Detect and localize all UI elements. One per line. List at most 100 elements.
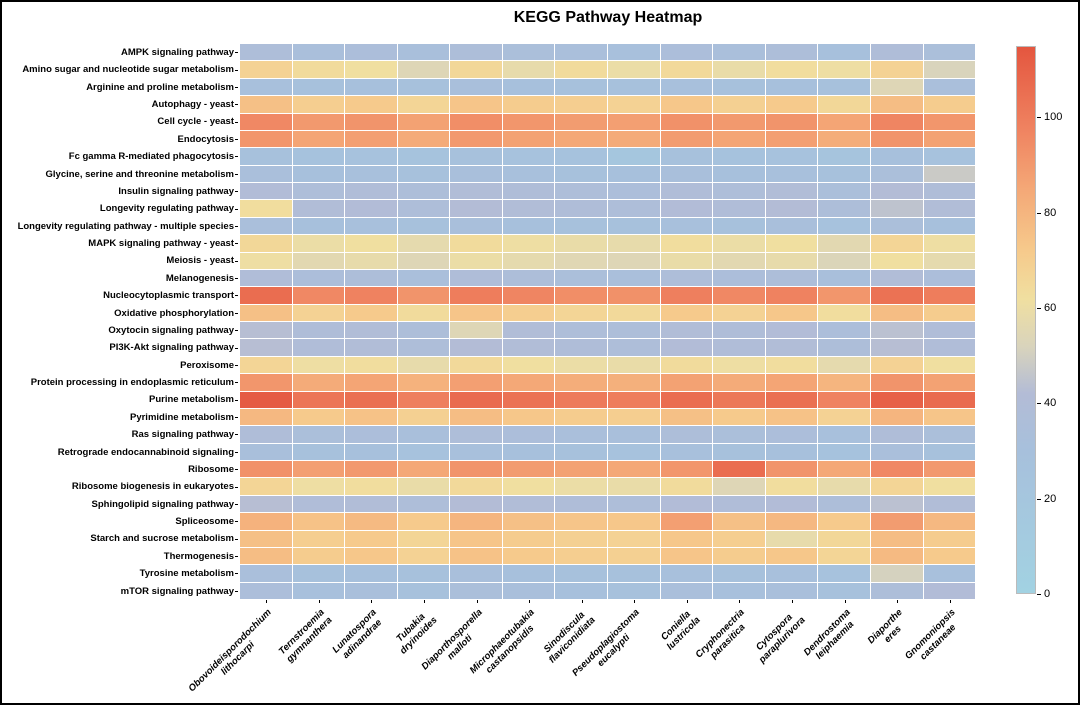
heatmap-cell bbox=[240, 530, 293, 548]
heatmap-cell bbox=[870, 391, 924, 409]
heatmap-row: Thermogenesis bbox=[4, 547, 977, 566]
row-cells bbox=[240, 200, 977, 218]
heatmap-cell bbox=[397, 426, 451, 444]
heatmap-cell bbox=[870, 235, 924, 253]
heatmap-cell bbox=[240, 96, 293, 114]
heatmap-cell bbox=[660, 217, 714, 236]
heatmap-cell bbox=[345, 322, 398, 340]
heatmap-row: Cell cycle - yeast bbox=[4, 113, 977, 131]
heatmap-cell bbox=[765, 513, 819, 531]
heatmap-cell bbox=[450, 61, 503, 79]
heatmap-cell bbox=[660, 61, 714, 79]
row-label: Arginine and proline metabolism bbox=[86, 81, 234, 93]
heatmap-cell bbox=[397, 165, 451, 183]
heatmap-cell bbox=[870, 148, 924, 166]
heatmap-cell bbox=[292, 61, 346, 79]
heatmap-cell bbox=[502, 391, 556, 409]
row-label: Oxytocin signaling pathway bbox=[108, 324, 234, 336]
heatmap-cell bbox=[450, 235, 503, 253]
heatmap-cell bbox=[555, 78, 609, 97]
heatmap-cell bbox=[713, 252, 766, 270]
heatmap-cell bbox=[608, 426, 661, 444]
heatmap-cell bbox=[765, 565, 819, 583]
heatmap-cell bbox=[240, 78, 293, 97]
heatmap-row: Amino sugar and nucleotide sugar metabol… bbox=[4, 61, 977, 79]
heatmap-cell bbox=[240, 443, 293, 461]
heatmap-cell bbox=[818, 269, 871, 288]
row-cells bbox=[240, 252, 977, 270]
heatmap-row: Longevity regulating pathway - multiple … bbox=[4, 217, 977, 236]
heatmap-cell bbox=[923, 356, 977, 375]
heatmap-cell bbox=[502, 287, 556, 305]
heatmap-cell bbox=[502, 113, 556, 131]
heatmap-cell bbox=[660, 426, 714, 444]
heatmap-cell bbox=[713, 530, 766, 548]
heatmap-cell bbox=[240, 391, 293, 409]
row-cells bbox=[240, 148, 977, 166]
heatmap-cell bbox=[818, 565, 871, 583]
heatmap-cell bbox=[923, 495, 977, 514]
row-cells bbox=[240, 391, 977, 409]
heatmap-cell bbox=[345, 391, 398, 409]
heatmap-cell bbox=[450, 547, 503, 566]
column-tick bbox=[739, 600, 741, 603]
heatmap-cell bbox=[818, 582, 871, 600]
heatmap-row: Tyrosine metabolism bbox=[4, 565, 977, 583]
heatmap-cell bbox=[870, 530, 924, 548]
heatmap-cell bbox=[292, 339, 346, 357]
heatmap-cell bbox=[240, 165, 293, 183]
heatmap-cell bbox=[818, 165, 871, 183]
heatmap-cell bbox=[818, 252, 871, 270]
heatmap-cell bbox=[502, 217, 556, 236]
row-label: Amino sugar and nucleotide sugar metabol… bbox=[22, 64, 234, 76]
heatmap-cell bbox=[450, 78, 503, 97]
heatmap-cell bbox=[397, 44, 451, 62]
heatmap-cell bbox=[240, 44, 293, 62]
heatmap-cell bbox=[660, 356, 714, 375]
row-label: Starch and sucrose metabolism bbox=[90, 533, 234, 545]
heatmap-cell bbox=[818, 356, 871, 375]
heatmap-cell bbox=[713, 78, 766, 97]
heatmap-cell bbox=[870, 339, 924, 357]
heatmap-cell bbox=[240, 513, 293, 531]
row-label: Glycine, serine and threonine metabolism bbox=[45, 168, 234, 180]
row-cells bbox=[240, 130, 977, 149]
heatmap-cell bbox=[660, 443, 714, 461]
heatmap-cell bbox=[397, 565, 451, 583]
heatmap-cell bbox=[818, 461, 871, 479]
heatmap-cell bbox=[923, 287, 977, 305]
heatmap-cell bbox=[240, 339, 293, 357]
heatmap-row: AMPK signaling pathway bbox=[4, 44, 977, 62]
heatmap-cell bbox=[660, 461, 714, 479]
heatmap-row: Sphingolipid signaling pathway bbox=[4, 495, 977, 514]
heatmap-cell bbox=[713, 183, 766, 201]
row-cells bbox=[240, 235, 977, 253]
row-cells bbox=[240, 443, 977, 461]
heatmap-cell bbox=[292, 443, 346, 461]
row-cells bbox=[240, 44, 977, 62]
heatmap-cell bbox=[345, 443, 398, 461]
heatmap-cell bbox=[292, 478, 346, 496]
heatmap-cell bbox=[292, 461, 346, 479]
heatmap-cell bbox=[240, 582, 293, 600]
row-cells bbox=[240, 495, 977, 514]
heatmap-cell bbox=[240, 252, 293, 270]
heatmap-cell bbox=[818, 78, 871, 97]
heatmap-cell bbox=[450, 530, 503, 548]
heatmap-cell bbox=[450, 130, 503, 149]
heatmap-cell bbox=[240, 322, 293, 340]
row-label: Cell cycle - yeast bbox=[157, 116, 234, 128]
row-label: Sphingolipid signaling pathway bbox=[91, 498, 235, 510]
heatmap-cell bbox=[818, 547, 871, 566]
heatmap-cell bbox=[397, 495, 451, 514]
heatmap-cell bbox=[345, 165, 398, 183]
heatmap-cell bbox=[292, 78, 346, 97]
heatmap-cell bbox=[397, 391, 451, 409]
colorbar-tick-label: 80 bbox=[1044, 206, 1057, 219]
heatmap-cell bbox=[870, 461, 924, 479]
heatmap-cell bbox=[713, 443, 766, 461]
heatmap-cell bbox=[502, 78, 556, 97]
heatmap-cell bbox=[818, 96, 871, 114]
row-cells bbox=[240, 113, 977, 131]
heatmap-cell bbox=[660, 304, 714, 322]
